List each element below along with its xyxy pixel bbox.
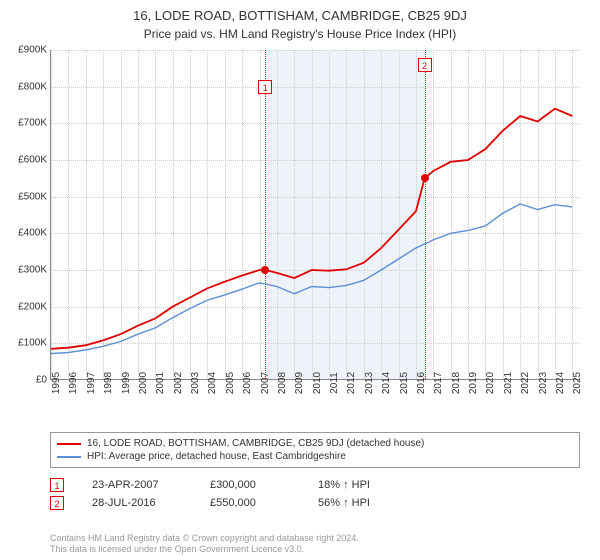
y-axis-label: £0 (36, 375, 47, 386)
x-axis-label: 2001 (155, 372, 166, 394)
x-axis-label: 2008 (277, 372, 288, 394)
event-date: 28-JUL-2016 (92, 497, 182, 509)
chart-subtitle: Price paid vs. HM Land Registry's House … (0, 23, 600, 49)
x-axis-label: 1999 (121, 372, 132, 394)
legend-and-events: 16, LODE ROAD, BOTTISHAM, CAMBRIDGE, CB2… (50, 432, 580, 512)
legend-box: 16, LODE ROAD, BOTTISHAM, CAMBRIDGE, CB2… (50, 432, 580, 468)
x-axis-label: 2000 (138, 372, 149, 394)
event-id-box: 1 (50, 478, 64, 492)
event-date: 23-APR-2007 (92, 479, 182, 491)
line-layer (51, 50, 581, 380)
x-axis-label: 1997 (86, 372, 97, 394)
x-axis-label: 2024 (555, 372, 566, 394)
x-axis-label: 2003 (190, 372, 201, 394)
x-axis-label: 1998 (103, 372, 114, 394)
footer-attribution: Contains HM Land Registry data © Crown c… (50, 533, 359, 556)
x-axis-label: 2010 (312, 372, 323, 394)
event-hpi-delta: 56% ↑ HPI (318, 497, 370, 509)
y-axis-label: £700K (18, 118, 47, 129)
x-axis-label: 2013 (364, 372, 375, 394)
x-axis-label: 2009 (294, 372, 305, 394)
event-row: 2 28-JUL-2016 £550,000 56% ↑ HPI (50, 494, 580, 512)
event-marker-1 (261, 266, 269, 274)
y-axis-label: £300K (18, 265, 47, 276)
y-axis-label: £500K (18, 191, 47, 202)
legend-item: HPI: Average price, detached house, East… (57, 450, 573, 463)
y-axis-label: £900K (18, 45, 47, 56)
x-axis-label: 2011 (329, 372, 340, 394)
event-line-2 (425, 50, 426, 379)
x-axis-label: 2025 (572, 372, 583, 394)
x-axis-label: 2014 (381, 372, 392, 394)
x-axis-label: 1995 (51, 372, 62, 394)
legend-item: 16, LODE ROAD, BOTTISHAM, CAMBRIDGE, CB2… (57, 437, 573, 450)
legend-label: HPI: Average price, detached house, East… (87, 451, 346, 462)
legend-swatch (57, 456, 81, 458)
chart-container: 16, LODE ROAD, BOTTISHAM, CAMBRIDGE, CB2… (0, 0, 600, 560)
event-line-1 (265, 50, 266, 379)
footer-line-1: Contains HM Land Registry data © Crown c… (50, 533, 359, 545)
x-axis-label: 1996 (68, 372, 79, 394)
event-id-box: 2 (50, 496, 64, 510)
y-axis-label: £200K (18, 301, 47, 312)
x-axis-label: 2018 (451, 372, 462, 394)
x-axis-label: 2019 (468, 372, 479, 394)
events-table: 1 23-APR-2007 £300,000 18% ↑ HPI 2 28-JUL-201… (50, 476, 580, 512)
x-axis-label: 2023 (538, 372, 549, 394)
y-axis-label: £100K (18, 338, 47, 349)
x-axis-label: 2015 (399, 372, 410, 394)
x-axis-label: 2004 (207, 372, 218, 394)
x-axis-label: 2020 (485, 372, 496, 394)
x-axis-label: 2022 (520, 372, 531, 394)
x-axis-label: 2012 (346, 372, 357, 394)
x-axis-label: 2006 (242, 372, 253, 394)
y-axis-label: £400K (18, 228, 47, 239)
chart-title: 16, LODE ROAD, BOTTISHAM, CAMBRIDGE, CB2… (0, 0, 600, 23)
event-label-2: 2 (418, 58, 432, 72)
y-axis-label: £800K (18, 81, 47, 92)
x-axis-label: 2005 (225, 372, 236, 394)
series-hpi (51, 204, 572, 354)
legend-swatch (57, 443, 81, 445)
chart-area: £0£100K£200K£300K£400K£500K£600K£700K£80… (50, 50, 580, 400)
legend-label: 16, LODE ROAD, BOTTISHAM, CAMBRIDGE, CB2… (87, 438, 424, 449)
event-marker-2 (421, 174, 429, 182)
footer-line-2: This data is licensed under the Open Gov… (50, 544, 359, 556)
event-price: £550,000 (210, 497, 290, 509)
event-row: 1 23-APR-2007 £300,000 18% ↑ HPI (50, 476, 580, 494)
event-hpi-delta: 18% ↑ HPI (318, 479, 370, 491)
x-axis-label: 2002 (173, 372, 184, 394)
event-label-1: 1 (258, 80, 272, 94)
x-axis-label: 2017 (433, 372, 444, 394)
plot-region: £0£100K£200K£300K£400K£500K£600K£700K£80… (50, 50, 580, 380)
y-axis-label: £600K (18, 155, 47, 166)
x-axis-label: 2021 (503, 372, 514, 394)
event-price: £300,000 (210, 479, 290, 491)
series-property (51, 109, 572, 349)
